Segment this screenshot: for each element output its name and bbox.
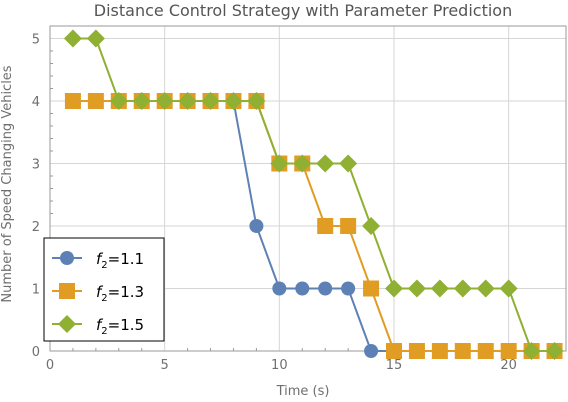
data-point-diamond xyxy=(86,29,105,48)
data-point-diamond xyxy=(522,342,541,360)
legend-label-base: f xyxy=(96,250,104,268)
data-point-square xyxy=(363,280,380,297)
series-layer xyxy=(63,29,564,360)
legend-label-value: =1.3 xyxy=(108,283,144,301)
y-tick-label: 0 xyxy=(32,345,40,360)
data-point-square xyxy=(64,93,81,109)
data-point-square xyxy=(454,343,471,359)
data-point-circle xyxy=(364,344,379,358)
legend-item: f2=1.5 xyxy=(52,315,144,337)
chart-title: Distance Control Strategy with Parameter… xyxy=(94,1,512,20)
y-tick-label: 3 xyxy=(32,158,40,173)
legend-item: f2=1.3 xyxy=(52,283,144,304)
legend-label: f2=1.5 xyxy=(96,316,144,337)
data-point-diamond xyxy=(109,92,128,110)
legend-label-sub: 2 xyxy=(101,326,107,337)
x-tick-label: 5 xyxy=(161,358,169,373)
legend-label-base: f xyxy=(96,283,104,301)
series-line xyxy=(72,37,555,352)
data-point-diamond xyxy=(201,92,220,110)
data-point-diamond xyxy=(270,154,289,173)
legend-marker-circle xyxy=(60,251,74,265)
data-point-diamond xyxy=(453,279,472,298)
data-point-diamond xyxy=(132,92,151,110)
data-point-circle xyxy=(249,219,264,233)
legend-item: f2=1.1 xyxy=(52,250,144,271)
data-point-diamond xyxy=(293,154,312,173)
legend-label: f2=1.1 xyxy=(96,250,144,271)
data-point-circle xyxy=(318,281,333,296)
y-axis-label: Number of Speed Changing Vehicles xyxy=(0,65,15,302)
x-tick-label: 15 xyxy=(386,358,403,373)
y-tick-label: 1 xyxy=(32,283,40,298)
series-diamond xyxy=(63,29,564,360)
data-point-diamond xyxy=(155,92,174,110)
data-point-diamond xyxy=(224,92,243,110)
x-tick-label: 20 xyxy=(500,358,517,373)
data-point-diamond xyxy=(476,279,495,298)
data-point-square xyxy=(500,343,517,359)
data-point-square xyxy=(431,343,448,359)
x-axis-label: Time (s) xyxy=(276,384,330,399)
x-axis-ticks: 0 5 10 15 20 xyxy=(46,348,556,373)
data-point-diamond xyxy=(499,279,518,298)
legend-label-value: =1.1 xyxy=(108,250,144,268)
data-point-diamond xyxy=(545,342,564,360)
data-point-diamond xyxy=(407,279,426,298)
data-point-square xyxy=(340,218,357,234)
data-point-square xyxy=(408,343,425,359)
data-point-diamond xyxy=(385,279,403,298)
data-point-circle xyxy=(295,281,310,296)
data-point-diamond xyxy=(63,29,82,48)
data-point-square xyxy=(477,343,494,359)
x-tick-label: 0 xyxy=(46,358,54,373)
data-point-square xyxy=(317,218,334,234)
data-point-square xyxy=(386,343,402,359)
data-point-diamond xyxy=(247,92,266,110)
legend-label-sub: 2 xyxy=(101,260,107,271)
legend-label-value: =1.5 xyxy=(108,316,144,334)
y-tick-label: 2 xyxy=(32,220,40,235)
data-point-square xyxy=(87,93,104,109)
legend-marker-square xyxy=(59,283,75,299)
data-point-diamond xyxy=(339,154,358,173)
legend-label: f2=1.3 xyxy=(96,283,144,304)
legend-label-base: f xyxy=(96,316,104,334)
legend: f2=1.1f2=1.3f2=1.5 xyxy=(43,237,165,342)
data-point-diamond xyxy=(316,154,335,173)
data-point-diamond xyxy=(362,217,381,235)
y-tick-label: 5 xyxy=(32,33,40,48)
y-tick-label: 4 xyxy=(32,95,40,110)
data-point-diamond xyxy=(178,92,197,110)
data-point-diamond xyxy=(430,279,449,298)
data-point-circle xyxy=(341,281,356,296)
x-tick-label: 10 xyxy=(271,358,288,373)
legend-marker-diamond xyxy=(58,315,76,333)
legend-label-sub: 2 xyxy=(101,293,107,304)
data-point-circle xyxy=(272,281,287,296)
